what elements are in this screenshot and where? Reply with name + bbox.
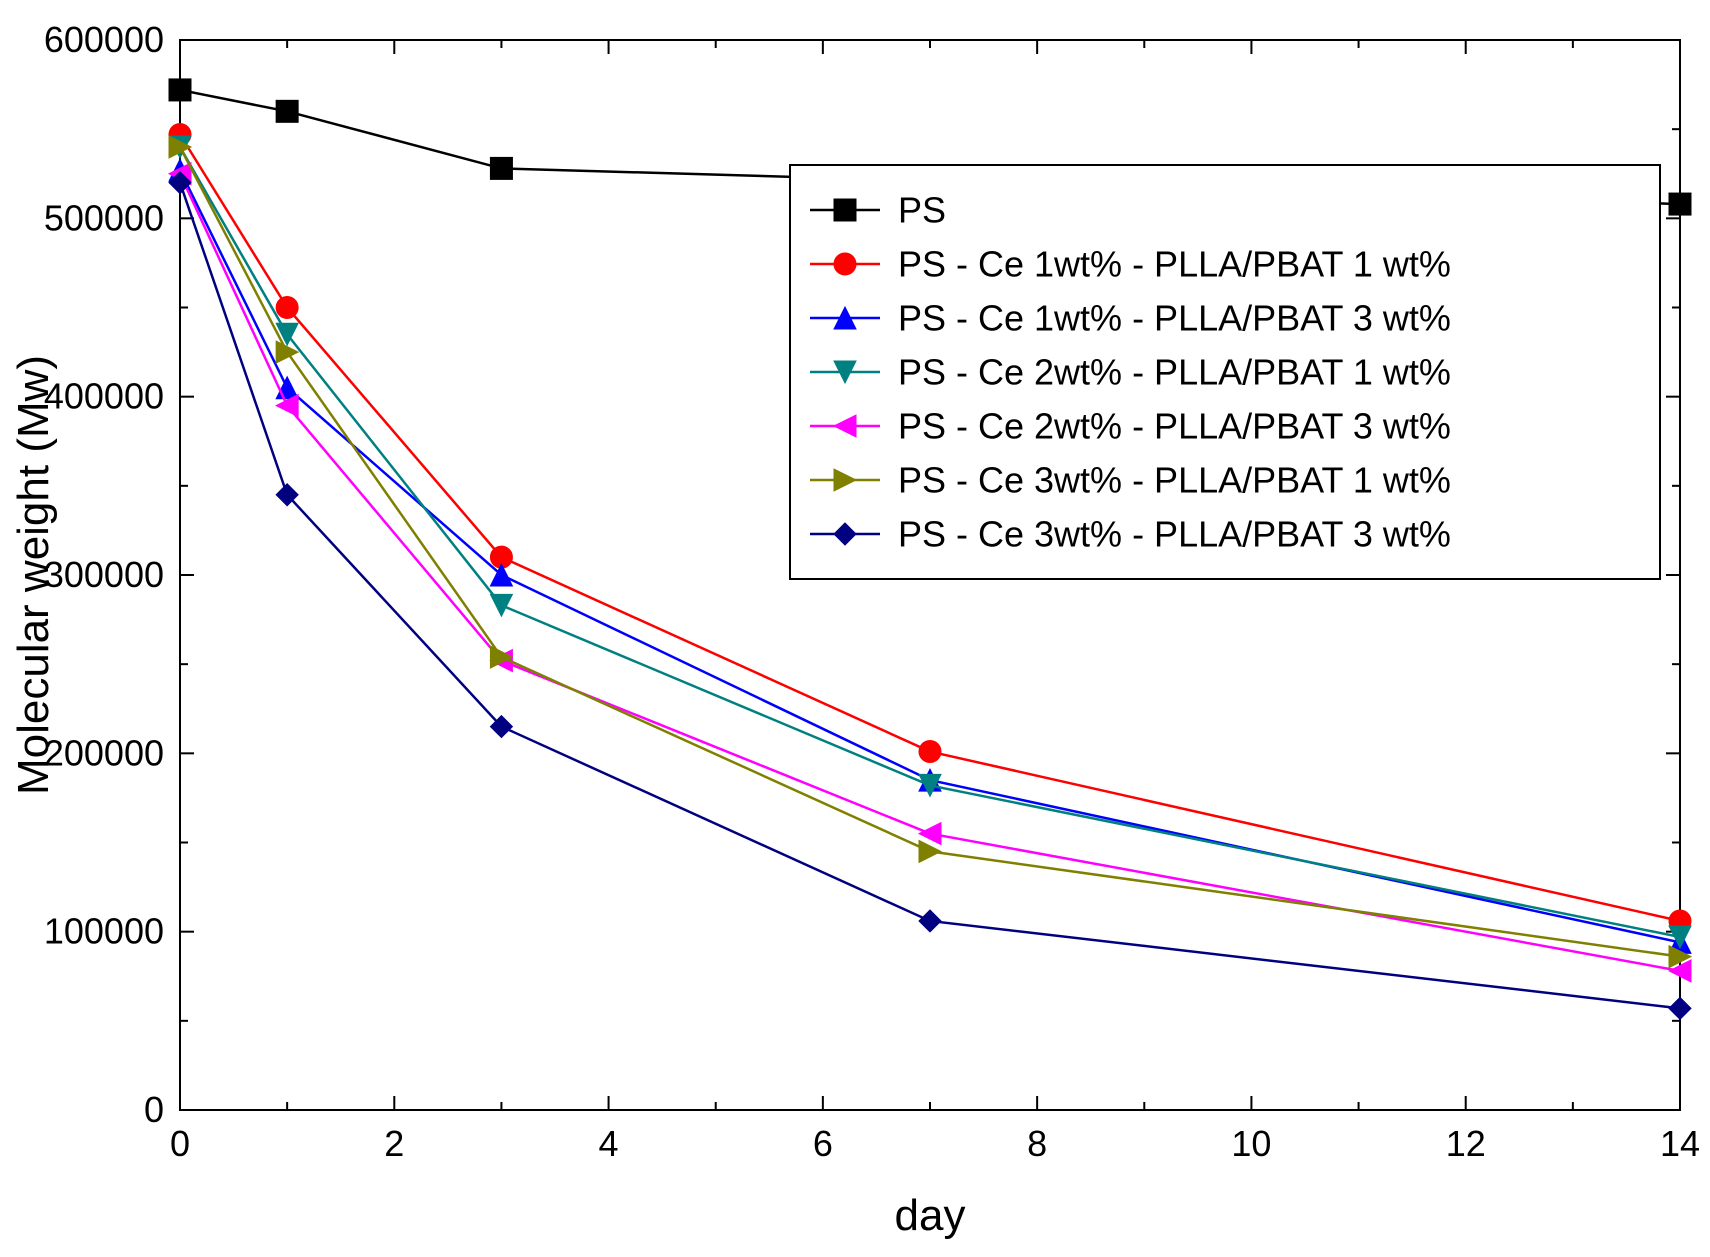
x-tick-label: 2 bbox=[384, 1123, 404, 1164]
x-tick-label: 0 bbox=[170, 1123, 190, 1164]
x-tick-label: 8 bbox=[1027, 1123, 1047, 1164]
legend: PS PS - Ce 1wt% - PLLA/PBAT 1 wt% PS - Ce … bbox=[790, 165, 1660, 579]
legend-label: PS - Ce 1wt% - PLLA/PBAT 3 wt% bbox=[898, 298, 1451, 339]
y-tick-label: 200000 bbox=[44, 732, 164, 773]
y-tick-label: 0 bbox=[144, 1089, 164, 1130]
y-tick-label: 300000 bbox=[44, 554, 164, 595]
legend-label: PS bbox=[898, 190, 946, 231]
y-tick-label: 600000 bbox=[44, 19, 164, 60]
legend-label: PS - Ce 3wt% - PLLA/PBAT 1 wt% bbox=[898, 460, 1451, 501]
y-tick-label: 400000 bbox=[44, 376, 164, 417]
x-tick-label: 14 bbox=[1660, 1123, 1700, 1164]
x-tick-label: 6 bbox=[813, 1123, 833, 1164]
x-tick-label: 4 bbox=[599, 1123, 619, 1164]
chart-container: 0 2 4 6 8 10 12 14 day 0 100000 200000 300000 400000 5… bbox=[0, 0, 1710, 1257]
legend-label: PS - Ce 1wt% - PLLA/PBAT 1 wt% bbox=[898, 244, 1451, 285]
y-axis-label: Molecular weight (Mw) bbox=[9, 355, 58, 795]
x-tick-label: 12 bbox=[1446, 1123, 1486, 1164]
y-tick-label: 500000 bbox=[44, 197, 164, 238]
x-tick-label: 10 bbox=[1231, 1123, 1271, 1164]
y-tick-label: 100000 bbox=[44, 911, 164, 952]
x-axis-label: day bbox=[895, 1191, 966, 1240]
legend-label: PS - Ce 2wt% - PLLA/PBAT 1 wt% bbox=[898, 352, 1451, 393]
legend-label: PS - Ce 3wt% - PLLA/PBAT 3 wt% bbox=[898, 514, 1451, 555]
chart-svg: 0 2 4 6 8 10 12 14 day 0 100000 200000 300000 400000 5… bbox=[0, 0, 1710, 1257]
legend-label: PS - Ce 2wt% - PLLA/PBAT 3 wt% bbox=[898, 406, 1451, 447]
